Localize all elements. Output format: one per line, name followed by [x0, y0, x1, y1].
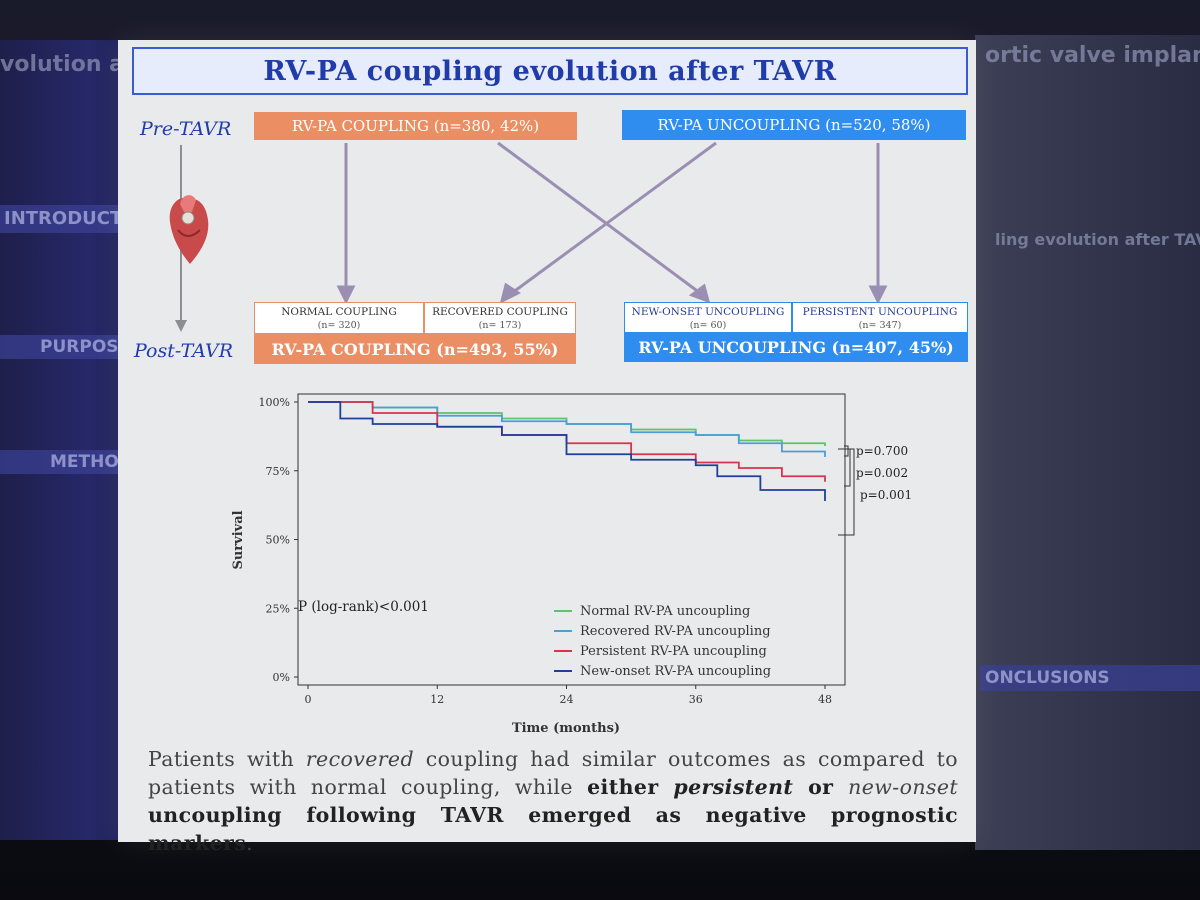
x-tick-label: 0: [305, 693, 312, 706]
presentation-slide: RV-PA coupling evolution after TAVR Pre-…: [118, 40, 976, 855]
recovered-coupling-box: RECOVERED COUPLING (n= 173): [424, 302, 576, 334]
logrank-label: P (log-rank)<0.001: [298, 599, 429, 615]
post-coupling-box: RV-PA COUPLING (n=493, 55%): [254, 334, 576, 364]
legend-label: New-onset RV-PA uncoupling: [580, 664, 771, 679]
recovered-coupling-label: RECOVERED COUPLING: [432, 306, 568, 318]
ghost-text: ONCLUSIONS: [985, 668, 1110, 688]
normal-coupling-box: NORMAL COUPLING (n= 320): [254, 302, 424, 334]
newonset-uncoupling-label: NEW-ONSET UNCOUPLING: [631, 306, 785, 318]
newonset-uncoupling-n: (n= 60): [689, 320, 727, 331]
y-axis-label: Survival: [231, 510, 246, 569]
ghost-text: PURPOS: [40, 337, 119, 357]
series-line-3: [308, 401, 826, 501]
x-tick-label: 36: [689, 693, 703, 706]
persistent-uncoupling-box: PERSISTENT UNCOUPLING (n= 347): [792, 302, 968, 334]
legend-label: Persistent RV-PA uncoupling: [580, 644, 767, 659]
pre-uncoupling-box: RV-PA UNCOUPLING (n=520, 58%): [622, 110, 966, 140]
persistent-uncoupling-label: PERSISTENT UNCOUPLING: [802, 306, 958, 318]
y-tick-label: 75%: [266, 465, 290, 478]
background-poster-left: volution and INTRODUCT PURPOS METHOD: [0, 40, 155, 840]
series-line-1: [308, 401, 826, 457]
newonset-uncoupling-box: NEW-ONSET UNCOUPLING (n= 60): [624, 302, 792, 334]
x-tick-label: 48: [818, 693, 832, 706]
y-tick-label: 0%: [273, 671, 290, 684]
persistent-uncoupling-n: (n= 347): [858, 320, 902, 331]
post-tavr-label: Post-TAVR: [134, 340, 234, 362]
post-uncoupling-box: RV-PA UNCOUPLING (n=407, 45%): [624, 332, 968, 362]
background-poster-right: ortic valve implanta ling evolution afte…: [975, 35, 1200, 850]
x-axis-label: Time (months): [512, 721, 620, 736]
x-tick-label: 24: [560, 693, 574, 706]
pvalue-brackets: [838, 445, 855, 536]
y-tick-label: 50%: [266, 534, 290, 547]
ghost-text: ortic valve implanta: [985, 43, 1200, 68]
y-tick-label: 25%: [266, 602, 290, 615]
legend-label: Normal RV-PA uncoupling: [580, 604, 750, 619]
normal-coupling-n: (n= 320): [317, 320, 361, 331]
flow-arrows: [336, 141, 888, 305]
normal-coupling-label: NORMAL COUPLING: [281, 306, 397, 318]
slide-title: RV-PA coupling evolution after TAVR: [132, 47, 968, 95]
plot-frame: [297, 393, 846, 686]
pre-tavr-label: Pre-TAVR: [140, 118, 232, 140]
survival-chart: 0% 25% 50% 75% 100% 0 12 24 36 48 Normal RV-PA un…: [231, 393, 912, 736]
ghost-text: INTRODUCT: [4, 208, 123, 229]
recovered-coupling-n: (n= 173): [478, 320, 522, 331]
ghost-text: ling evolution after TAVR: [995, 230, 1200, 249]
series-line-2: [308, 401, 826, 482]
pvalue-label: p=0.700: [856, 444, 908, 458]
heart-icon: [169, 195, 209, 264]
ghost-text: METHOD: [50, 452, 133, 472]
summary-text: Patients with recovered coupling had sim…: [148, 747, 959, 855]
y-tick-label: 100%: [259, 396, 290, 409]
pre-coupling-box: RV-PA COUPLING (n=380, 42%): [254, 112, 577, 140]
pvalue-label: p=0.002: [856, 466, 908, 480]
x-tick-label: 12: [430, 693, 444, 706]
legend-label: Recovered RV-PA uncoupling: [580, 624, 771, 639]
pvalue-label: p=0.001: [860, 488, 912, 502]
